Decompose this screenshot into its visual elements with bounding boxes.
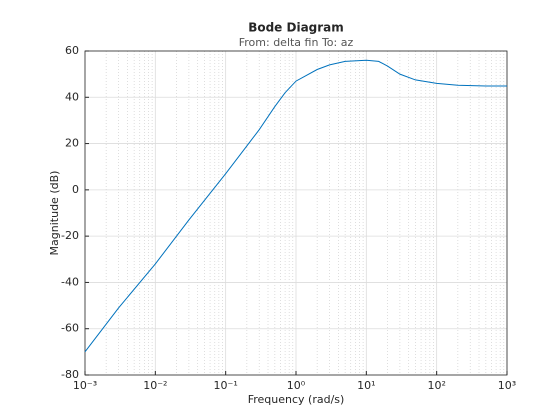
y-tick-label: 0 [72, 183, 79, 196]
y-tick-label: 60 [65, 44, 79, 57]
y-tick-label: -20 [61, 229, 79, 242]
x-axis-label: Frequency (rad/s) [248, 393, 345, 406]
y-tick-label: 40 [65, 90, 79, 103]
x-tick-label: 10² [427, 379, 445, 392]
y-tick-label: -60 [61, 322, 79, 335]
data-line [84, 59, 507, 353]
x-tick-label: 10⁻³ [73, 379, 97, 392]
x-tick-label: 10⁻² [143, 379, 167, 392]
chart-title: Bode Diagram [248, 21, 344, 35]
x-tick-label: 10¹ [357, 379, 375, 392]
y-tick-label: 20 [65, 137, 79, 150]
axes-box [84, 50, 508, 376]
x-tick-label: 10³ [498, 379, 516, 392]
x-tick-label: 10⁰ [287, 379, 306, 392]
y-axis-label: Magnitude (dB) [48, 171, 61, 256]
x-tick-label: 10⁻¹ [214, 379, 238, 392]
y-tick-label: -80 [61, 368, 79, 381]
chart-subtitle: From: delta fin To: az [239, 36, 354, 49]
y-tick-label: -40 [61, 275, 79, 288]
